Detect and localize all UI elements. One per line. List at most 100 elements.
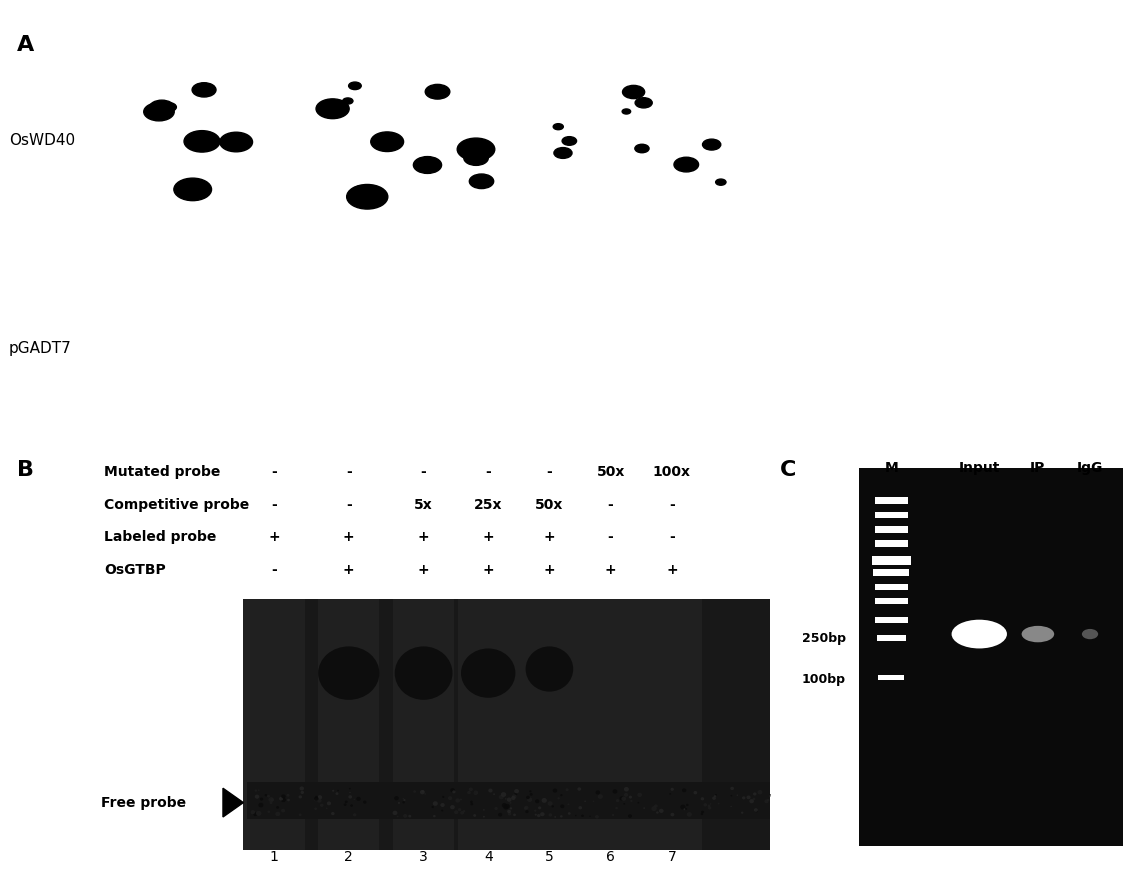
Ellipse shape — [750, 799, 754, 804]
Ellipse shape — [470, 801, 473, 803]
Ellipse shape — [473, 791, 477, 794]
Ellipse shape — [758, 790, 762, 795]
Ellipse shape — [320, 804, 323, 807]
Ellipse shape — [687, 812, 692, 817]
Text: +: + — [343, 530, 354, 545]
Ellipse shape — [269, 797, 274, 802]
Ellipse shape — [512, 795, 517, 798]
Text: 4: 4 — [483, 850, 493, 865]
Ellipse shape — [408, 815, 411, 818]
Ellipse shape — [718, 803, 720, 804]
Ellipse shape — [513, 813, 515, 816]
Ellipse shape — [402, 798, 403, 799]
Ellipse shape — [613, 789, 617, 794]
Ellipse shape — [510, 802, 512, 804]
Ellipse shape — [1082, 629, 1098, 639]
Text: 10$^{-3}$: 10$^{-3}$ — [656, 0, 701, 3]
Ellipse shape — [270, 802, 272, 804]
Ellipse shape — [714, 795, 717, 797]
Text: -: - — [546, 465, 552, 479]
Ellipse shape — [615, 807, 618, 809]
Ellipse shape — [537, 814, 541, 817]
Ellipse shape — [654, 804, 657, 808]
Circle shape — [370, 132, 403, 151]
Text: 1: 1 — [270, 850, 279, 865]
Ellipse shape — [754, 808, 758, 812]
Ellipse shape — [259, 797, 263, 801]
Ellipse shape — [701, 813, 703, 815]
Ellipse shape — [424, 793, 426, 795]
Circle shape — [184, 131, 219, 152]
Ellipse shape — [337, 789, 339, 791]
Text: OsGTBP: OsGTBP — [104, 563, 166, 577]
Ellipse shape — [577, 788, 581, 790]
Ellipse shape — [298, 813, 302, 816]
Ellipse shape — [333, 789, 334, 792]
Ellipse shape — [250, 810, 255, 814]
Ellipse shape — [287, 794, 289, 796]
Circle shape — [470, 174, 494, 188]
Bar — [876, 598, 908, 605]
Ellipse shape — [549, 813, 552, 817]
Ellipse shape — [767, 799, 769, 801]
Ellipse shape — [680, 804, 686, 810]
Ellipse shape — [363, 801, 367, 804]
Ellipse shape — [623, 803, 625, 804]
Bar — [877, 636, 906, 641]
Ellipse shape — [318, 796, 322, 799]
Circle shape — [352, 186, 371, 198]
Circle shape — [674, 157, 698, 171]
Text: -: - — [669, 530, 674, 545]
Ellipse shape — [469, 788, 473, 791]
Circle shape — [716, 179, 726, 186]
Ellipse shape — [394, 646, 453, 700]
Ellipse shape — [542, 798, 546, 803]
Text: Competitive probe: Competitive probe — [104, 498, 249, 512]
Ellipse shape — [454, 811, 458, 814]
Ellipse shape — [344, 804, 346, 806]
Ellipse shape — [620, 796, 624, 801]
Ellipse shape — [301, 791, 304, 794]
Ellipse shape — [326, 808, 328, 809]
Ellipse shape — [507, 812, 511, 815]
Ellipse shape — [314, 796, 319, 801]
Text: 250bp: 250bp — [801, 632, 846, 644]
Ellipse shape — [281, 795, 286, 798]
Ellipse shape — [265, 794, 267, 796]
Ellipse shape — [638, 793, 642, 797]
Ellipse shape — [670, 793, 671, 795]
Text: Input: Input — [959, 461, 1000, 476]
Ellipse shape — [349, 796, 352, 798]
Text: Mutated probe: Mutated probe — [104, 465, 221, 479]
Text: +: + — [343, 563, 354, 577]
Ellipse shape — [684, 808, 686, 811]
Ellipse shape — [765, 799, 768, 804]
Ellipse shape — [701, 811, 704, 813]
Ellipse shape — [506, 797, 512, 802]
Ellipse shape — [568, 804, 569, 805]
Text: Labeled probe: Labeled probe — [104, 530, 216, 545]
Bar — [876, 512, 908, 518]
Ellipse shape — [526, 796, 530, 799]
Text: +: + — [605, 563, 616, 577]
Text: -: - — [271, 465, 277, 479]
Ellipse shape — [652, 806, 656, 811]
Ellipse shape — [596, 790, 600, 795]
Bar — [876, 583, 908, 591]
Ellipse shape — [630, 800, 632, 802]
Ellipse shape — [746, 796, 751, 799]
Text: 100x: 100x — [653, 465, 690, 479]
Circle shape — [349, 82, 361, 89]
Ellipse shape — [327, 802, 331, 805]
Circle shape — [150, 100, 175, 115]
Ellipse shape — [541, 812, 544, 816]
Bar — [876, 617, 908, 622]
Ellipse shape — [258, 803, 263, 807]
Text: -: - — [608, 530, 614, 545]
Ellipse shape — [596, 815, 599, 819]
Polygon shape — [431, 52, 623, 232]
Ellipse shape — [502, 803, 506, 807]
Bar — [878, 674, 904, 680]
Ellipse shape — [526, 810, 528, 813]
Text: M: M — [885, 461, 898, 476]
